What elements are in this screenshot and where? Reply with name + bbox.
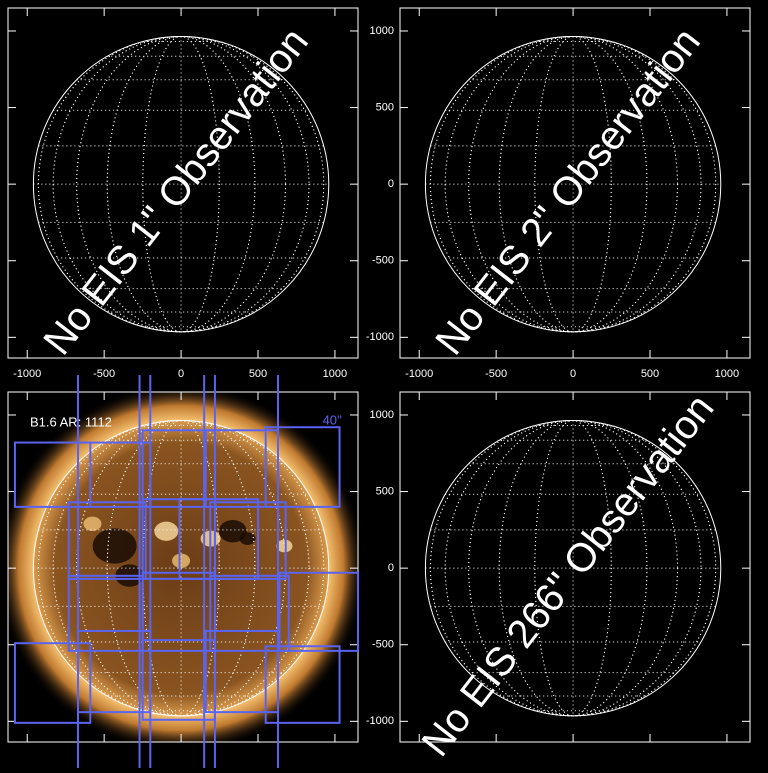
axes-frame (399, 7, 751, 359)
solar-feature (239, 532, 256, 546)
solar-feature (276, 539, 293, 553)
raster-fov (13, 441, 92, 508)
longitude-line (468, 419, 679, 717)
plot-area (424, 419, 722, 717)
y-tick-label: -500 (372, 255, 394, 267)
annotation: 40'' (323, 412, 342, 427)
longitude-line (468, 35, 679, 333)
y-tick-label: 1000 (370, 409, 394, 421)
y-tick-label: -1000 (366, 331, 394, 343)
longitude-line (429, 419, 717, 717)
y-tick-label: -1000 (366, 715, 394, 727)
x-tick-label: 500 (249, 368, 267, 380)
solar-limb (424, 419, 722, 717)
plot-area (8, 392, 358, 742)
x-tick-label: 1000 (323, 368, 347, 380)
raster-fov (67, 501, 147, 580)
y-tick-label: -500 (372, 639, 394, 651)
x-tick-label: 1000 (715, 368, 739, 380)
longitude-line (37, 419, 325, 717)
annotation: B1.6 AR: 1112 (30, 414, 112, 429)
solar-limb (32, 419, 330, 717)
y-tick-label: 500 (376, 101, 394, 113)
solar-limb (32, 35, 330, 333)
x-tick-label: -1000 (13, 368, 41, 380)
y-tick-label: 0 (388, 562, 394, 574)
axes-frame (399, 391, 751, 743)
x-tick-label: 500 (641, 368, 659, 380)
y-tick-label: 0 (388, 178, 394, 190)
y-tick-label: 500 (376, 485, 394, 497)
raster-fov (264, 426, 341, 508)
raster-fov (209, 574, 290, 652)
plot-area (32, 35, 330, 333)
longitude-line (429, 35, 717, 333)
raster-fov (209, 501, 287, 580)
solar-feature (154, 521, 179, 541)
x-tick-label: -500 (485, 368, 507, 380)
solar-feature (83, 516, 102, 532)
raster-fov (264, 645, 341, 724)
x-tick-label: -1000 (405, 368, 433, 380)
solar-limb (424, 35, 722, 333)
solar-feature (92, 528, 137, 564)
solar-disk-image (33, 420, 329, 716)
x-tick-label: 0 (570, 368, 576, 380)
x-tick-label: -500 (93, 368, 115, 380)
raster-fov (13, 642, 92, 724)
longitude-line (76, 35, 287, 333)
panel: B1.6 AR: 1112 40'' (7, 375, 359, 768)
plot-area (424, 35, 722, 333)
x-tick-label: 0 (178, 368, 184, 380)
axes-frame (7, 7, 359, 359)
raster-fov (278, 571, 359, 652)
longitude-line (37, 35, 325, 333)
solar-feature (218, 520, 247, 543)
y-tick-label: 1000 (370, 25, 394, 37)
axes-frame (7, 391, 359, 743)
